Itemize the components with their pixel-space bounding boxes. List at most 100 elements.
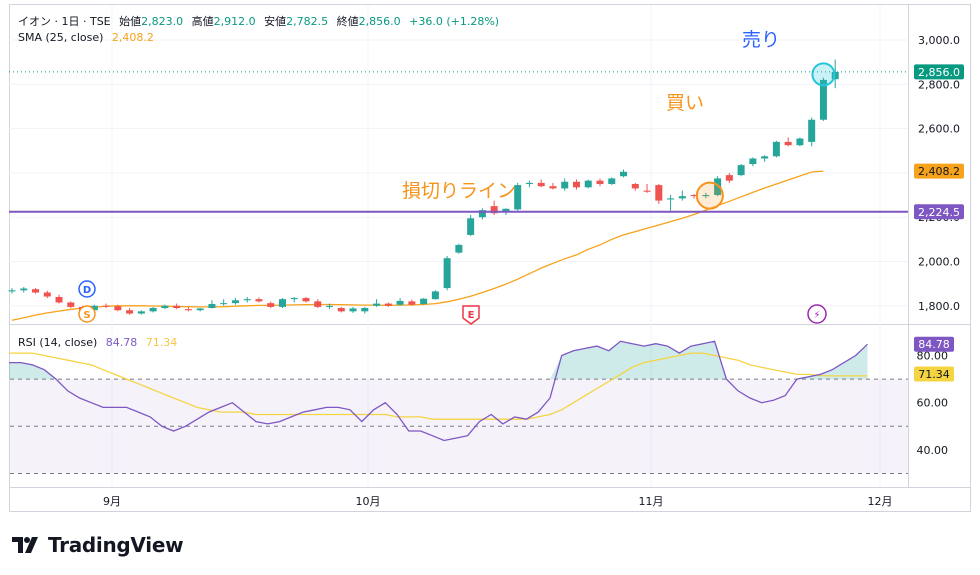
- candle-body: [384, 303, 392, 306]
- stop-loss-annotation: 損切りライン: [402, 180, 516, 202]
- candle-body: [808, 119, 816, 142]
- rsi-legend[interactable]: RSI (14, close) 84.78 71.34: [18, 336, 182, 349]
- candle: [561, 178, 569, 191]
- candle: [67, 301, 75, 309]
- candle-body: [196, 308, 204, 311]
- split-badge[interactable]: S: [78, 305, 96, 323]
- candle-body: [761, 156, 769, 159]
- candle-body: [361, 308, 369, 312]
- candle: [549, 182, 557, 190]
- rsi-ma-value-tag-label: 71.34: [918, 368, 950, 381]
- candle: [8, 288, 16, 294]
- candle-body: [772, 141, 780, 157]
- candle-body: [525, 182, 533, 184]
- rsi-pane: [9, 340, 908, 474]
- candle: [620, 169, 628, 178]
- candle: [349, 306, 357, 313]
- candle-body: [620, 171, 628, 177]
- candle-body: [373, 303, 381, 306]
- candle: [220, 299, 228, 306]
- sell-marker-circle[interactable]: [811, 62, 836, 87]
- candle: [525, 180, 533, 188]
- candle: [243, 296, 251, 303]
- stop-price-tag: 2,224.5: [914, 204, 964, 220]
- candle: [431, 290, 439, 300]
- buy-marker-circle[interactable]: [695, 181, 724, 210]
- candle-body: [149, 308, 157, 312]
- candle-body: [231, 300, 239, 304]
- candle: [396, 298, 404, 306]
- rsi-ma-value-tag: 71.34: [914, 366, 954, 382]
- earnings-badge[interactable]: E: [462, 305, 480, 325]
- price-pane: [8, 59, 908, 321]
- candle-body: [631, 183, 639, 189]
- candle-body: [67, 302, 75, 307]
- candle-body: [702, 195, 710, 197]
- candle-body: [420, 298, 428, 305]
- sma-legend[interactable]: SMA (25, close) 2,408.2: [18, 31, 159, 44]
- price-grid: [9, 5, 908, 487]
- symbol-title[interactable]: イオン · 1日 · TSE: [18, 15, 111, 28]
- candle: [408, 299, 416, 306]
- candle-body: [184, 309, 192, 311]
- sell-annotation: 売り: [742, 29, 780, 51]
- candle: [678, 190, 686, 201]
- rsi-value-tag: 84.78: [914, 336, 954, 352]
- last-price-tag: 2,856.0: [914, 64, 964, 80]
- candle: [796, 137, 804, 147]
- x-tick-label: 10月: [356, 495, 381, 508]
- candle-body: [290, 298, 298, 300]
- rsi-y-tick-label: 60.00: [917, 397, 949, 410]
- candle-body: [243, 299, 251, 301]
- candle: [149, 306, 157, 313]
- candle: [631, 182, 639, 191]
- candle-body: [502, 208, 510, 212]
- candle-body: [20, 288, 28, 291]
- candle-body: [431, 291, 439, 300]
- candle-body: [584, 180, 592, 188]
- dividend-badge-label: D: [83, 285, 91, 296]
- candle-body: [408, 301, 416, 305]
- rsi-line: [9, 340, 868, 442]
- rsi-legend-label: RSI (14, close): [18, 336, 98, 349]
- rsi-y-tick-label: 40.00: [917, 444, 949, 457]
- candle: [302, 296, 310, 303]
- dividend-badge[interactable]: D: [78, 280, 96, 298]
- candle: [420, 298, 428, 305]
- candle: [126, 308, 134, 315]
- candle: [761, 155, 769, 162]
- candle: [808, 117, 816, 147]
- candle: [32, 288, 40, 294]
- buy-annotation: 買い: [666, 92, 704, 114]
- candle-body: [278, 299, 286, 307]
- candle-body: [655, 185, 663, 201]
- candle: [173, 303, 181, 310]
- candle: [737, 164, 745, 177]
- candle-body: [349, 308, 357, 312]
- candle-body: [455, 244, 463, 253]
- flash-badge[interactable]: ⚡: [807, 304, 827, 324]
- candle-body: [208, 304, 216, 309]
- candle: [690, 193, 698, 199]
- candle: [314, 299, 322, 309]
- candle: [596, 178, 604, 187]
- candle-body: [43, 292, 51, 297]
- tradingview-logo[interactable]: TradingView: [12, 533, 184, 557]
- candle-body: [596, 180, 604, 184]
- sma-legend-label: SMA (25, close): [18, 31, 104, 44]
- candle: [384, 302, 392, 307]
- candle: [55, 294, 63, 304]
- candle: [537, 179, 545, 188]
- sma-price-tag-label: 2,408.2: [918, 165, 960, 178]
- candle: [20, 286, 28, 293]
- rsi-legend-value: 84.78: [105, 336, 138, 349]
- brand-name: TradingView: [48, 533, 184, 557]
- candle-body: [690, 195, 698, 197]
- rsi-y-tick-label: 80.00: [917, 350, 949, 363]
- high-label: 高値: [191, 15, 214, 28]
- candle: [373, 299, 381, 307]
- candle: [267, 301, 275, 309]
- open-value: 2,823.0: [141, 15, 184, 28]
- candle: [231, 298, 239, 305]
